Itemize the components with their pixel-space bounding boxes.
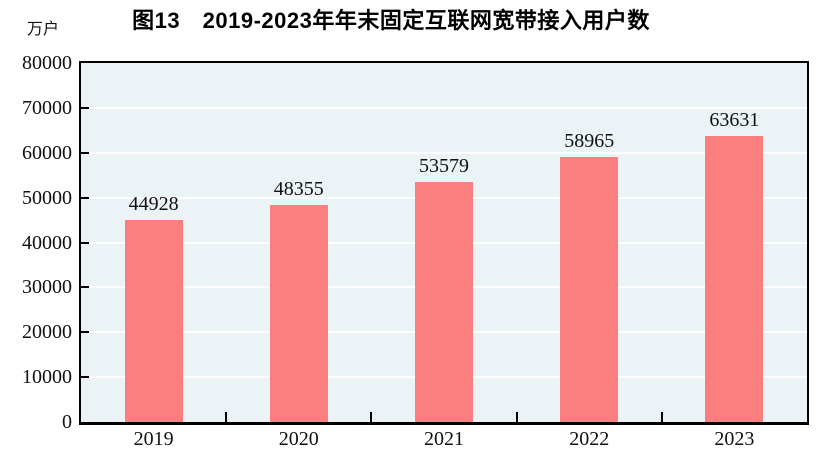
bar-value-label: 63631 [709, 109, 760, 132]
y-tick [81, 196, 89, 199]
plot-border-right [807, 61, 809, 425]
y-axis-tick-label: 80000 [22, 52, 72, 74]
y-axis-tick-label: 0 [62, 411, 72, 433]
x-tick [225, 412, 228, 422]
x-axis-label: 2021 [424, 428, 464, 450]
x-axis-label: 2020 [278, 428, 319, 450]
y-axis-tick-label: 30000 [22, 276, 72, 299]
bar-2020 [269, 205, 328, 422]
y-axis-tick-label: 70000 [22, 96, 72, 119]
x-axis-label: 2019 [133, 428, 174, 450]
bar-2023 [705, 136, 764, 422]
y-tick [81, 151, 89, 154]
y-tick [81, 241, 89, 244]
y-axis-unit-label: 万户 [27, 21, 60, 38]
bar-value-label: 44928 [128, 193, 179, 216]
bar-2021 [415, 181, 473, 422]
chart-title: 图13 2019-2023年年末固定互联网宽带接入用户数 [132, 8, 650, 33]
y-axis-tick-label: 50000 [22, 186, 72, 209]
plot-border-left [79, 61, 81, 425]
x-tick [515, 412, 518, 422]
x-axis-line [79, 422, 809, 425]
y-tick [81, 286, 89, 289]
bar-2019 [124, 220, 183, 422]
bar-value-label: 58965 [564, 130, 615, 153]
bar-value-label: 53579 [419, 154, 469, 177]
bar-2022 [560, 157, 619, 422]
gridline [81, 106, 807, 109]
x-tick [370, 412, 373, 422]
x-tick [660, 412, 663, 422]
bar-value-label: 48355 [273, 178, 324, 200]
y-axis-tick-label: 40000 [22, 231, 72, 254]
y-axis-tick-label: 20000 [22, 321, 72, 344]
y-axis-tick-label: 60000 [22, 141, 72, 164]
x-axis-label: 2023 [714, 428, 755, 450]
y-tick [81, 331, 89, 334]
y-tick [81, 106, 89, 109]
plot-border-top [79, 61, 809, 63]
y-axis-tick-label: 10000 [22, 366, 72, 389]
x-axis-label: 2022 [569, 428, 610, 450]
y-tick [81, 376, 89, 379]
gridline [81, 151, 807, 154]
